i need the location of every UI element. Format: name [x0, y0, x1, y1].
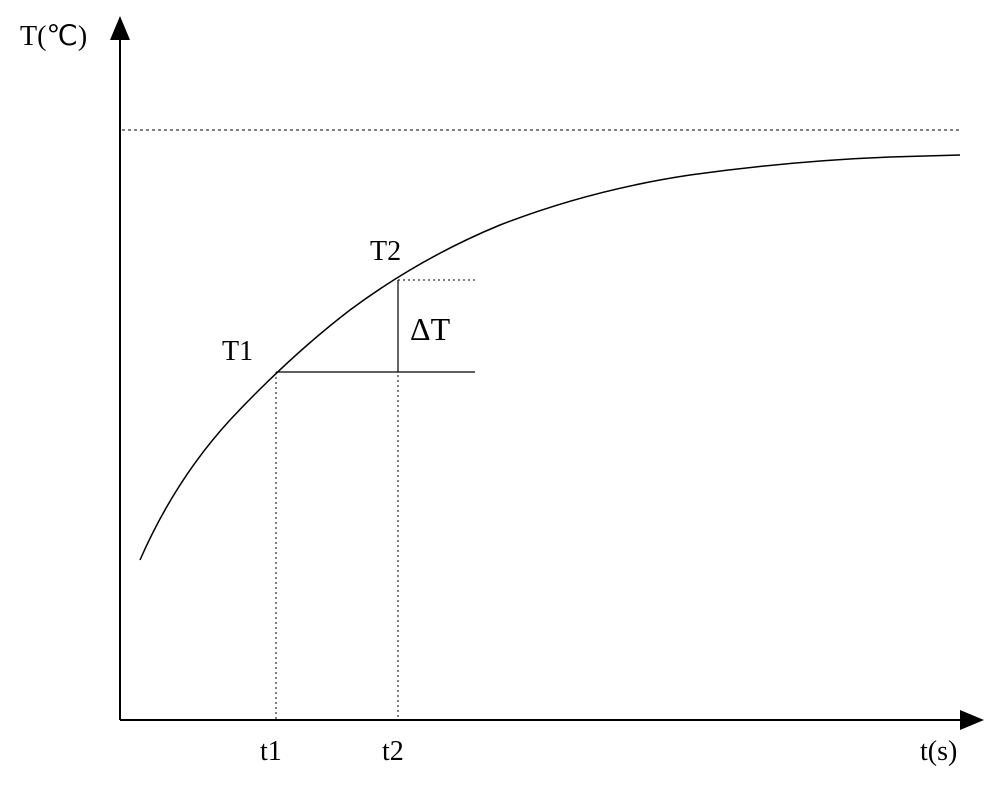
chart-svg: T(℃) t(s) T1 T2 ΔT t1 t2: [0, 0, 994, 799]
label-T1: T1: [222, 336, 253, 367]
label-deltaT: ΔT: [410, 311, 451, 347]
label-t1: t1: [260, 736, 282, 767]
chart-container: T(℃) t(s) T1 T2 ΔT t1 t2: [0, 0, 994, 799]
y-axis-label: T(℃): [20, 21, 87, 52]
label-t2: t2: [382, 736, 404, 767]
label-T2: T2: [370, 236, 401, 267]
curve: [140, 155, 960, 560]
x-axis-label: t(s): [920, 736, 957, 767]
